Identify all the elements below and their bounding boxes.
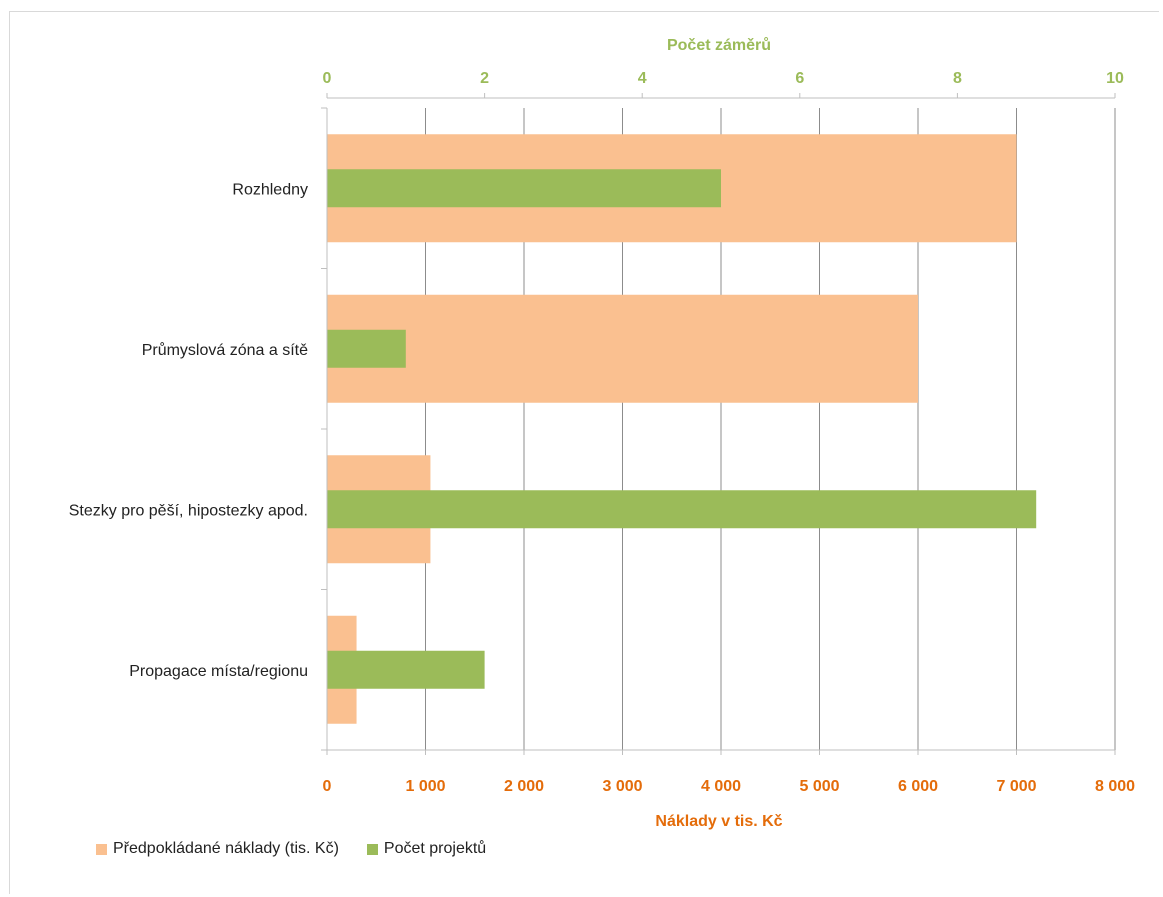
bottom-tick-label: 6 000 (898, 778, 938, 795)
bar-count (327, 169, 721, 208)
bottom-tick-label: 4 000 (701, 778, 741, 795)
legend-label-costs: Předpokládané náklady (tis. Kč) (113, 840, 339, 857)
top-tick-label: 8 (953, 70, 962, 87)
top-tick-label: 4 (638, 70, 647, 87)
legend-swatch-count (366, 843, 378, 855)
bottom-tick-label: 7 000 (996, 778, 1036, 795)
top-tick-label: 6 (795, 70, 804, 87)
top-tick-label: 2 (480, 70, 489, 87)
legend-item-count: Počet projektů (366, 840, 487, 858)
bottom-tick-label: 3 000 (602, 778, 642, 795)
bottom-tick-label: 1 000 (405, 778, 445, 795)
top-tick-label: 0 (323, 70, 332, 87)
legend-label-count: Počet projektů (383, 840, 487, 857)
legend-item-costs: Předpokládané náklady (tis. Kč) (96, 840, 339, 858)
category-label: Rozhledny (232, 181, 308, 198)
bottom-tick-label: 8 000 (1095, 778, 1135, 795)
bar-count (327, 490, 1037, 529)
bottom-axis-title: Náklady v tis. Kč (655, 813, 782, 830)
legend-swatch-costs (96, 843, 107, 855)
category-label: Propagace místa/regionu (129, 663, 308, 680)
bar-cost (327, 294, 918, 403)
chart-frame (9, 11, 1159, 894)
legend: Předpokládané náklady (tis. Kč) Počet pr… (96, 840, 486, 858)
top-axis-title: Počet záměrů (667, 37, 771, 54)
top-tick-label: 10 (1106, 70, 1124, 87)
bottom-tick-label: 0 (323, 778, 332, 795)
bottom-tick-label: 2 000 (504, 778, 544, 795)
bar-count (327, 650, 485, 689)
category-label: Stezky pro pěší, hipostezky apod. (69, 502, 308, 519)
bar-count (327, 329, 406, 368)
bottom-tick-label: 5 000 (799, 778, 839, 795)
bar-chart: Rozhledny Průmyslová zóna a sítě Stezky pr… (69, 37, 1135, 830)
category-label: Průmyslová zóna a sítě (142, 341, 308, 359)
